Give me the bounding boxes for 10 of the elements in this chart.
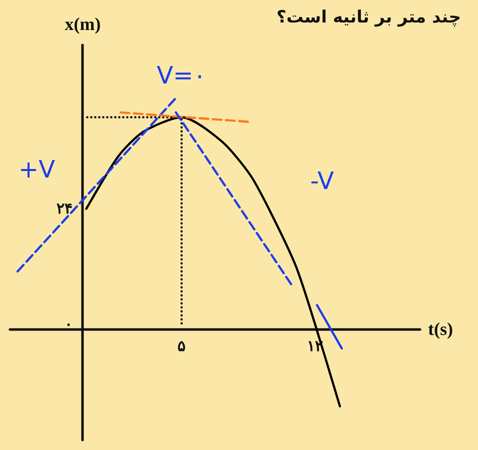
annotation: +V [18,156,56,184]
y-tick-label: ۲۴ [56,200,73,218]
x-axis-title: t(s) [428,318,453,339]
y-axis-title: x(m) [64,14,101,34]
chart-title: چند متر بر ثانیه است؟ [276,8,462,28]
y-tick-label: ۰ [64,316,73,333]
annotation: V=۰ [156,61,206,90]
annotation: -V [310,167,334,196]
line-series [85,116,342,408]
x-tick-label: ۵ [178,338,186,355]
